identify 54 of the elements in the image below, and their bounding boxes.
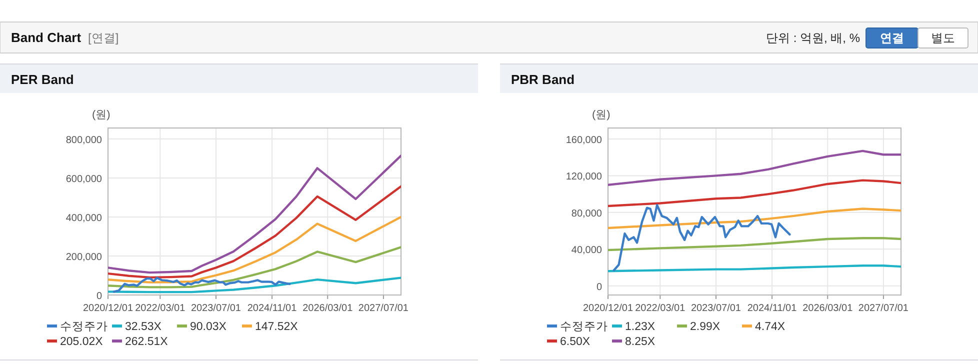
- line-series: [608, 179, 901, 208]
- x-tick-label: 2027/07/01: [858, 303, 909, 314]
- line-series: [112, 276, 291, 293]
- line-series: [108, 154, 401, 274]
- legend-label: 4.74X: [755, 321, 786, 333]
- y-tick-label: 200,000: [66, 252, 102, 263]
- legend-label: 2.99X: [690, 321, 720, 333]
- y-tick-label: 80,000: [571, 208, 602, 220]
- line-series: [612, 204, 791, 272]
- text: 별도: [931, 31, 955, 45]
- text: Band Chart: [11, 30, 82, 45]
- legend-label: 32.53X: [125, 321, 162, 333]
- y-tick-label: 40,000: [571, 245, 602, 256]
- legend-label: 8.25X: [625, 336, 656, 348]
- x-tick-label: 2022/03/01: [135, 303, 186, 314]
- line-series: [608, 208, 901, 230]
- x-tick-label: 2022/03/01: [635, 303, 686, 314]
- y-tick-label: 0: [96, 291, 102, 302]
- x-tick-label: 2023/07/01: [690, 303, 742, 314]
- x-tick-label: 2026/03/01: [302, 303, 354, 314]
- y-tick-label: 800,000: [66, 134, 102, 146]
- legend-label: 147.52X: [255, 321, 298, 333]
- line-series: [108, 216, 401, 284]
- y-axis-title: (원): [92, 109, 110, 121]
- legend-label: 262.51X: [125, 336, 168, 348]
- line-series: [608, 237, 901, 252]
- text: 단위 : 억원, 배, %: [766, 31, 860, 45]
- legend-label: 6.50X: [560, 336, 590, 348]
- text: 연결: [880, 31, 904, 45]
- y-tick-label: 400,000: [66, 212, 102, 224]
- chart-title: PER Band: [11, 72, 74, 87]
- x-tick-label: 2024/11/01: [747, 303, 798, 314]
- x-tick-label: 2026/03/01: [802, 303, 854, 314]
- x-tick-label: 2023/07/01: [190, 303, 242, 314]
- y-tick-label: 600,000: [66, 174, 102, 185]
- y-axis-title: (원): [592, 109, 610, 121]
- legend-label: 1.23X: [625, 321, 656, 333]
- line-series: [108, 185, 401, 279]
- x-tick-label: 2020/12/01: [82, 303, 134, 314]
- y-tick-label: 0: [596, 282, 602, 293]
- text: [연결]: [88, 31, 119, 45]
- y-tick-label: 160,000: [566, 135, 602, 146]
- x-tick-label: 2020/12/01: [582, 303, 634, 314]
- legend-label: 90.03X: [190, 321, 227, 333]
- legend-label: 수정주가: [560, 321, 608, 333]
- line-series: [108, 276, 401, 294]
- legend-label: 205.02X: [60, 336, 104, 348]
- line-series: [608, 150, 901, 186]
- chart-title: PBR Band: [511, 72, 575, 87]
- y-tick-label: 120,000: [566, 172, 602, 183]
- x-tick-label: 2024/11/01: [247, 303, 298, 314]
- x-tick-label: 2027/07/01: [358, 303, 409, 314]
- line-series: [108, 246, 401, 288]
- legend-label: 수정주가: [60, 321, 108, 333]
